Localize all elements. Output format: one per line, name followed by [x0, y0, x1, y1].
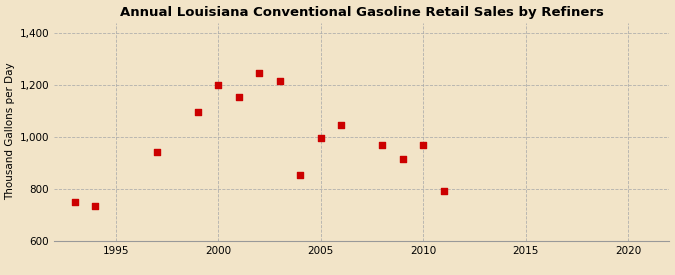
Point [398, 157, 408, 161]
Point [275, 79, 286, 83]
Point [336, 123, 347, 127]
Point [192, 110, 203, 114]
Point [90, 204, 101, 208]
Point [315, 136, 326, 140]
Point [295, 172, 306, 177]
Point [213, 83, 223, 87]
Point [151, 150, 162, 155]
Point [377, 142, 387, 147]
Point [439, 189, 450, 194]
Point [70, 200, 80, 204]
Point [418, 142, 429, 147]
Y-axis label: Thousand Gallons per Day: Thousand Gallons per Day [5, 63, 16, 200]
Point [254, 71, 265, 75]
Point [234, 94, 244, 99]
Title: Annual Louisiana Conventional Gasoline Retail Sales by Refiners: Annual Louisiana Conventional Gasoline R… [120, 6, 603, 18]
